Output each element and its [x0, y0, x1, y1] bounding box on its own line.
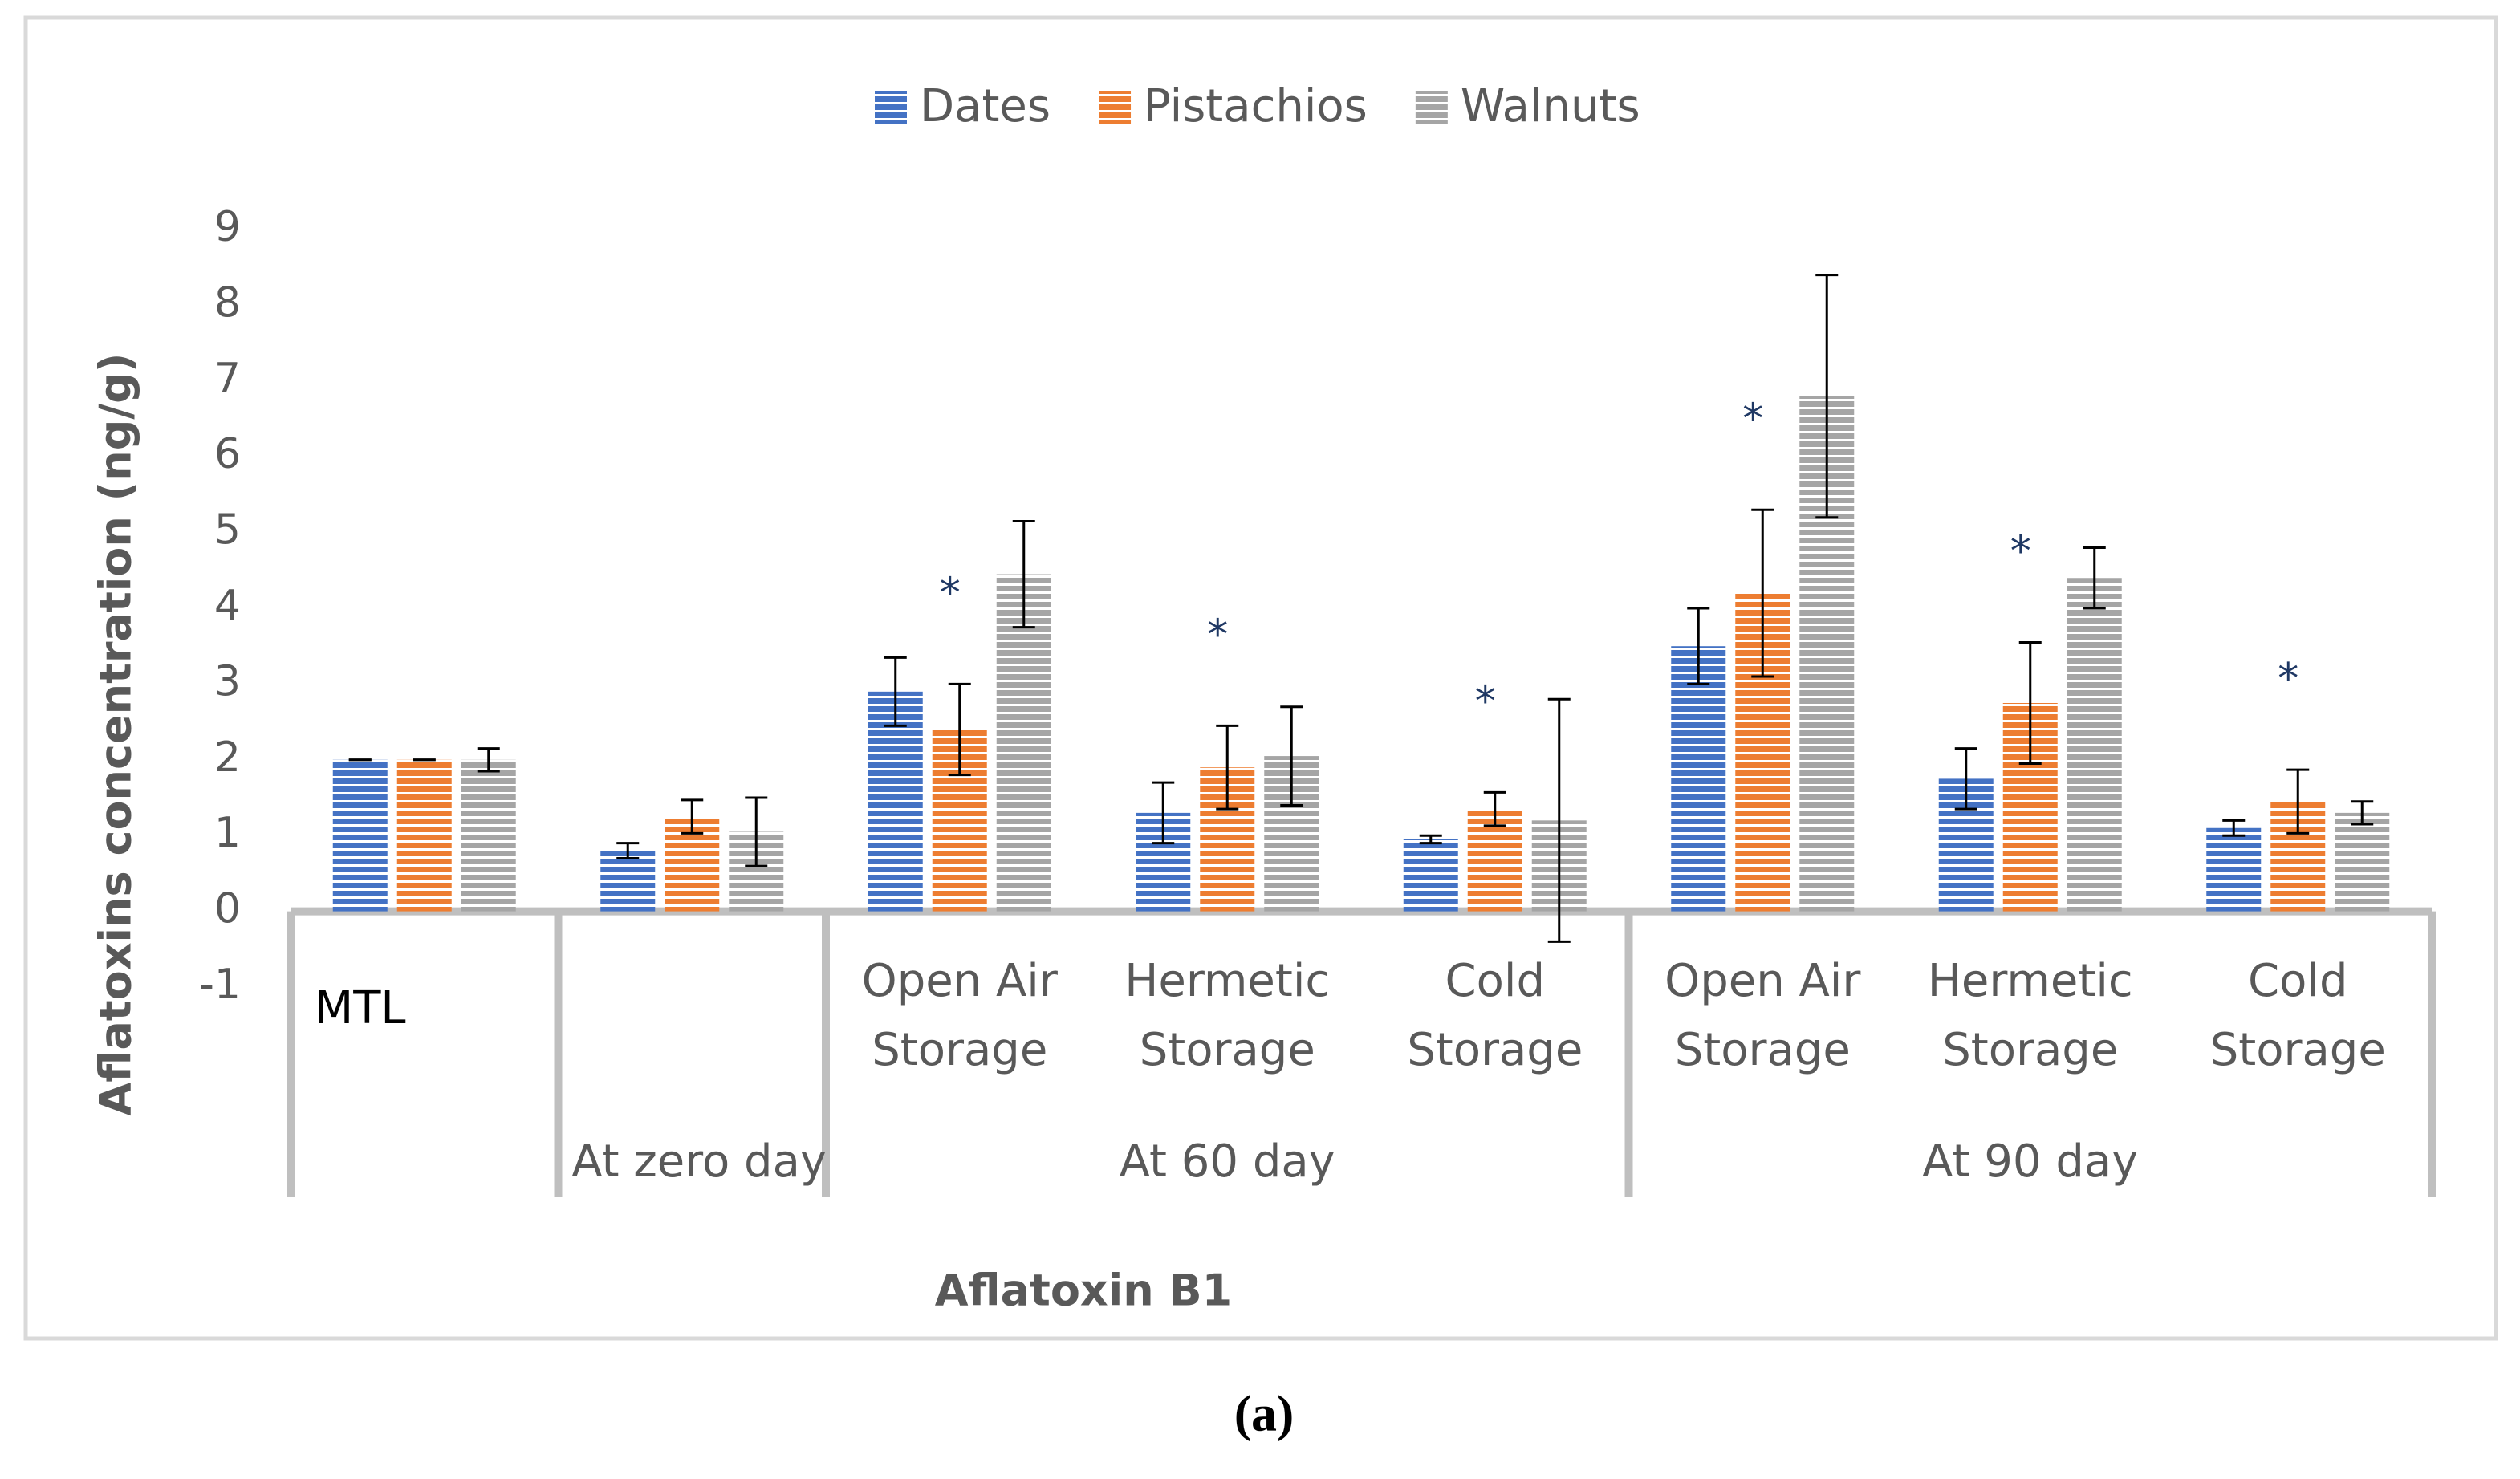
- bar: [600, 851, 656, 912]
- x-tick-label: MTL: [314, 982, 406, 1034]
- y-tick-label: 1: [214, 809, 241, 857]
- group-label: At 60 day: [1119, 1136, 1335, 1188]
- legend-label: Walnuts: [1461, 80, 1640, 132]
- bar: [2206, 827, 2262, 912]
- y-axis-title: Aflatoxins concentration (ng/g): [91, 353, 141, 1116]
- x-tick-label: Cold Storage: [1407, 955, 1583, 1076]
- y-tick-label: 4: [214, 582, 241, 630]
- bar: [332, 759, 388, 912]
- x-axis-title: Aflatoxin B1: [935, 1266, 1233, 1316]
- y-tick-label: 5: [214, 506, 241, 555]
- legend-swatch: [1415, 91, 1448, 124]
- y-tick-label: 9: [214, 203, 241, 251]
- bar: [1403, 839, 1458, 912]
- legend-swatch: [875, 91, 907, 124]
- significance-marker: *: [1207, 611, 1228, 659]
- y-tick-label: 8: [214, 278, 241, 327]
- legend-label: Dates: [920, 80, 1051, 132]
- x-tick-label: Hermetic Storage: [1927, 955, 2133, 1076]
- bar: [461, 759, 516, 912]
- y-tick-label: 3: [214, 657, 241, 705]
- chart-border: [23, 15, 2498, 1341]
- x-tick-label: Cold Storage: [2209, 955, 2386, 1076]
- significance-marker: *: [2278, 655, 2298, 703]
- y-tick-label: -1: [199, 961, 241, 1009]
- x-tick-label: Open Air Storage: [861, 955, 1058, 1076]
- legend-label: Pistachios: [1144, 80, 1368, 132]
- bar: [2067, 578, 2122, 912]
- y-tick-label: 6: [214, 430, 241, 478]
- x-tick-label: Open Air Storage: [1664, 955, 1861, 1076]
- bar: [1671, 646, 1726, 912]
- bar: [996, 574, 1051, 912]
- y-tick-label: 2: [214, 733, 241, 782]
- y-tick-label: 0: [214, 885, 241, 933]
- y-tick-label: 7: [214, 355, 241, 403]
- group-label: At zero day: [571, 1136, 827, 1188]
- significance-marker: *: [1742, 395, 1763, 443]
- significance-marker: *: [940, 569, 961, 617]
- bar: [396, 759, 452, 912]
- significance-marker: *: [1475, 677, 1496, 725]
- legend-swatch: [1099, 91, 1132, 124]
- group-label: At 90 day: [1922, 1136, 2139, 1188]
- x-tick-label: Hermetic Storage: [1124, 955, 1331, 1076]
- significance-marker: *: [2010, 527, 2031, 575]
- caption: (a): [1234, 1385, 1295, 1442]
- bar: [868, 691, 923, 912]
- bar: [2335, 812, 2390, 912]
